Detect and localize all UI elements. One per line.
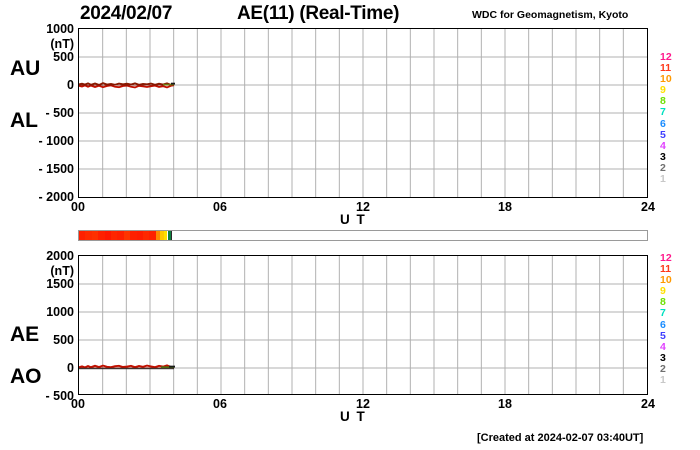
coverage-segment: [110, 231, 118, 240]
x-tick-bottom-2: 12: [356, 397, 370, 411]
legend-bottom-item-9: 9: [660, 285, 666, 298]
legend-bottom-item-4: 4: [660, 340, 666, 353]
coverage-segment: [142, 231, 150, 240]
legend-top-item-11: 11: [660, 62, 672, 75]
legend-top: 12 11 10 9 8 7 6 5 4 3 2 1: [660, 51, 682, 186]
legend-top-item-12: 12: [660, 51, 672, 63]
coverage-segment: [130, 231, 137, 240]
y-tick-bottom-4: 0: [67, 361, 74, 375]
y-tick-bottom-1: 1500: [46, 277, 74, 291]
legend-top-item-9: 9: [660, 84, 666, 97]
coverage-segment: [85, 231, 92, 240]
legend-top-item-4: 4: [660, 139, 666, 152]
y-axis-unit-bottom: (nT): [50, 264, 74, 278]
chart-title: AE(11) (Real-Time): [237, 3, 400, 24]
legend-bottom-item-7: 7: [660, 307, 666, 320]
x-tick-top-2: 12: [356, 200, 370, 214]
legend-top-item-5: 5: [660, 128, 666, 141]
coverage-segment: [91, 231, 99, 240]
chart-attribution: WDC for Geomagnetism, Kyoto: [472, 9, 629, 21]
legend-top-item-7: 7: [660, 106, 666, 119]
plot-area-bottom: [78, 255, 648, 395]
coverage-empty: [172, 231, 647, 240]
coverage-segment: [98, 231, 105, 240]
legend-bottom-item-2: 2: [660, 362, 666, 375]
legend-top-item-2: 2: [660, 161, 666, 174]
legend-bottom-item-8: 8: [660, 296, 666, 309]
legend-bottom-item-1: 1: [660, 374, 666, 387]
coverage-segment: [149, 231, 156, 240]
y-tick-top-5: - 1500: [38, 162, 74, 176]
coverage-segment: [136, 231, 143, 240]
x-axis-title-top: U T: [340, 212, 367, 227]
panel-ae-ao: AE AO (nT) 2000 1500 1000 500 0 - 500: [0, 245, 700, 425]
y-tick-bottom-2: 1000: [46, 305, 74, 319]
x-tick-bottom-4: 24: [641, 397, 655, 411]
grid-top: [79, 29, 647, 197]
panel-label-al: AL: [10, 109, 38, 132]
legend-bottom-item-6: 6: [660, 318, 666, 331]
data-coverage-bar: [78, 230, 648, 241]
y-axis-unit-top: (nT): [50, 37, 74, 51]
x-tick-top-3: 18: [498, 200, 512, 214]
x-tick-bottom-3: 18: [498, 397, 512, 411]
y-tick-top-6: - 2000: [38, 190, 74, 204]
x-tick-top-0: 00: [71, 200, 85, 214]
coverage-segment: [155, 231, 160, 240]
legend-top-item-3: 3: [660, 150, 666, 163]
plot-area-top: [78, 28, 648, 198]
y-tick-top-2: 0: [67, 78, 74, 92]
panel-label-ae: AE: [10, 323, 40, 346]
y-tick-bottom-5: - 500: [45, 389, 75, 403]
y-tick-top-4: - 1000: [38, 134, 74, 148]
grid-bottom: [79, 256, 647, 394]
chart-date: 2024/02/07: [80, 3, 173, 24]
series-ae-ao: [79, 364, 175, 370]
legend-bottom-item-11: 11: [660, 263, 672, 276]
legend-bottom-item-5: 5: [660, 329, 666, 342]
legend-top-item-10: 10: [660, 73, 672, 86]
legend-bottom-item-3: 3: [660, 351, 666, 364]
coverage-segment: [170, 231, 173, 240]
coverage-segment: [159, 231, 164, 240]
legend-bottom: 12 11 10 9 8 7 6 5 4 3 2 1: [660, 252, 682, 387]
panel-au-al: AU AL (nT) 1000 500 0 - 500 - 1000 - 150…: [0, 20, 700, 227]
x-tick-top-4: 24: [641, 200, 655, 214]
coverage-segment: [117, 231, 124, 240]
x-tick-bottom-0: 00: [71, 397, 85, 411]
panel-label-au: AU: [10, 57, 41, 80]
y-tick-top-3: - 500: [45, 106, 75, 120]
coverage-segment: [168, 231, 171, 240]
coverage-segment: [123, 231, 131, 240]
legend-bottom-item-12: 12: [660, 252, 672, 264]
coverage-segment: [166, 231, 169, 240]
y-tick-top-0: 1000: [46, 22, 74, 36]
panel-label-ao: AO: [10, 365, 42, 388]
created-timestamp: [Created at 2024-02-07 03:40UT]: [477, 432, 644, 444]
legend-bottom-item-10: 10: [660, 274, 672, 287]
coverage-segment: [79, 231, 86, 240]
y-tick-bottom-3: 500: [53, 333, 74, 347]
legend-top-item-1: 1: [660, 173, 666, 186]
x-axis-title-bottom: U T: [340, 409, 367, 424]
x-tick-top-1: 06: [213, 200, 227, 214]
legend-top-item-6: 6: [660, 117, 666, 130]
y-tick-bottom-0: 2000: [46, 249, 74, 263]
series-au-al: [79, 82, 175, 89]
x-tick-bottom-1: 06: [213, 397, 227, 411]
y-tick-top-1: 500: [53, 50, 74, 64]
legend-top-item-8: 8: [660, 95, 666, 108]
coverage-segment: [104, 231, 111, 240]
coverage-segment: [163, 231, 167, 240]
